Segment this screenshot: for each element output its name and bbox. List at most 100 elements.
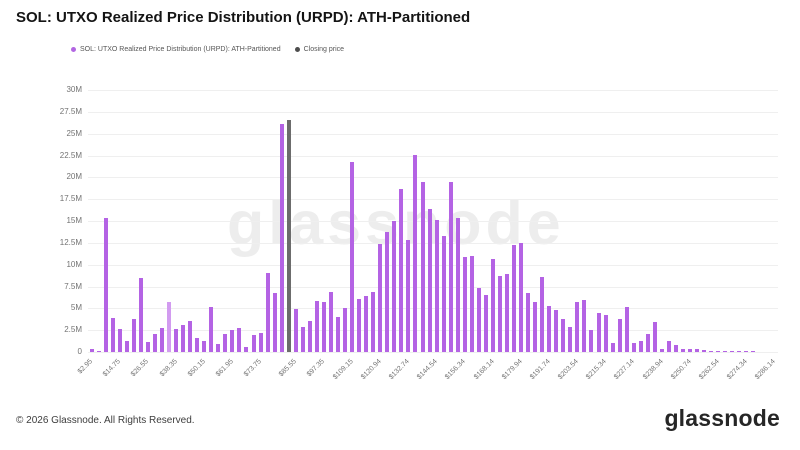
urpd-bar[interactable] — [427, 209, 432, 352]
urpd-bar[interactable] — [476, 288, 481, 352]
urpd-bar[interactable] — [434, 220, 439, 352]
urpd-bar[interactable] — [666, 341, 671, 352]
closing-price-bar[interactable] — [286, 120, 291, 352]
urpd-bar[interactable] — [371, 292, 376, 352]
urpd-bar[interactable] — [631, 343, 636, 352]
urpd-bar[interactable] — [681, 349, 686, 352]
urpd-bar[interactable] — [314, 301, 319, 352]
urpd-bar[interactable] — [519, 243, 524, 352]
urpd-bar[interactable] — [230, 330, 235, 352]
urpd-bar[interactable] — [695, 349, 700, 352]
urpd-bar[interactable] — [582, 300, 587, 352]
urpd-bar[interactable] — [413, 155, 418, 352]
y-axis-tick-label: 12.5M — [59, 237, 82, 247]
urpd-bar[interactable] — [272, 293, 277, 352]
urpd-bar[interactable] — [723, 351, 728, 352]
urpd-bar[interactable] — [533, 302, 538, 352]
urpd-bar[interactable] — [357, 299, 362, 352]
urpd-bar[interactable] — [202, 341, 207, 352]
urpd-bar[interactable] — [469, 256, 474, 352]
urpd-bar[interactable] — [673, 345, 678, 352]
urpd-bar[interactable] — [279, 124, 284, 352]
urpd-bar[interactable] — [385, 232, 390, 352]
urpd-bar[interactable] — [744, 351, 749, 352]
urpd-bar[interactable] — [659, 349, 664, 352]
urpd-bar[interactable] — [448, 182, 453, 352]
y-axis-tick-label: 25M — [66, 128, 82, 138]
urpd-bar[interactable] — [561, 319, 566, 352]
urpd-bar[interactable] — [709, 351, 714, 352]
urpd-bar[interactable] — [343, 308, 348, 352]
urpd-bar[interactable] — [188, 321, 193, 352]
urpd-bar[interactable] — [737, 351, 742, 352]
urpd-bar[interactable] — [554, 310, 559, 352]
urpd-bar[interactable] — [702, 350, 707, 352]
urpd-bar[interactable] — [441, 236, 446, 352]
urpd-bar[interactable] — [568, 327, 573, 352]
urpd-bar[interactable] — [293, 309, 298, 352]
urpd-bar[interactable] — [645, 334, 650, 352]
urpd-bar[interactable] — [490, 259, 495, 352]
urpd-bar[interactable] — [251, 335, 256, 352]
urpd-bar[interactable] — [406, 240, 411, 352]
urpd-bar[interactable] — [265, 273, 270, 352]
urpd-bar[interactable] — [152, 334, 157, 352]
urpd-bar[interactable] — [652, 322, 657, 352]
urpd-bar[interactable] — [145, 342, 150, 352]
urpd-bar[interactable] — [462, 257, 467, 352]
urpd-bar[interactable] — [483, 295, 488, 352]
urpd-bar[interactable] — [378, 244, 383, 352]
urpd-bar[interactable] — [300, 327, 305, 352]
urpd-bar[interactable] — [505, 274, 509, 352]
urpd-bar[interactable] — [716, 351, 721, 352]
urpd-bar[interactable] — [124, 341, 129, 352]
urpd-bar[interactable] — [392, 221, 397, 352]
urpd-bar[interactable] — [603, 315, 608, 352]
urpd-bar[interactable] — [751, 351, 756, 352]
urpd-bar[interactable] — [174, 329, 179, 352]
urpd-bar[interactable] — [195, 338, 200, 352]
urpd-bar[interactable] — [223, 334, 228, 352]
urpd-bar[interactable] — [540, 277, 545, 352]
urpd-bar[interactable] — [237, 328, 242, 352]
urpd-bar[interactable] — [624, 307, 629, 352]
urpd-bar[interactable] — [688, 349, 693, 352]
urpd-bar[interactable] — [117, 329, 122, 352]
urpd-bar[interactable] — [89, 349, 94, 352]
urpd-bar[interactable] — [321, 302, 326, 352]
urpd-bar[interactable] — [547, 306, 552, 352]
urpd-bar[interactable] — [589, 330, 594, 352]
urpd-bar[interactable] — [526, 293, 531, 352]
urpd-bar[interactable] — [617, 319, 622, 352]
urpd-bar[interactable] — [420, 182, 425, 352]
urpd-bar[interactable] — [610, 343, 615, 352]
urpd-bar[interactable] — [307, 321, 312, 352]
urpd-bar[interactable] — [96, 351, 101, 352]
urpd-bar[interactable] — [730, 351, 735, 352]
legend-item-closing-price[interactable]: Closing price — [294, 46, 344, 53]
urpd-bar[interactable] — [103, 218, 108, 352]
urpd-bar[interactable] — [596, 313, 601, 352]
urpd-bar[interactable] — [138, 278, 143, 352]
urpd-bar[interactable] — [258, 333, 263, 352]
urpd-bar[interactable] — [160, 328, 164, 352]
urpd-bar[interactable] — [497, 276, 502, 352]
urpd-bar[interactable] — [181, 325, 186, 352]
urpd-bar[interactable] — [328, 292, 333, 352]
urpd-bar[interactable] — [167, 302, 172, 352]
urpd-bar[interactable] — [364, 296, 369, 352]
urpd-bar[interactable] — [216, 344, 221, 352]
urpd-bar[interactable] — [131, 319, 136, 352]
urpd-bar[interactable] — [350, 162, 355, 352]
urpd-bar[interactable] — [110, 318, 115, 352]
urpd-bar[interactable] — [209, 307, 214, 352]
urpd-bar[interactable] — [512, 245, 517, 352]
urpd-bar[interactable] — [638, 341, 643, 352]
urpd-bar[interactable] — [455, 218, 460, 352]
urpd-bar[interactable] — [575, 302, 580, 352]
urpd-bar-chart: glassnode 02.5M5M7.5M10M12.5M15M17.5M20M… — [0, 85, 800, 400]
urpd-bar[interactable] — [336, 317, 341, 352]
urpd-bar[interactable] — [399, 189, 404, 352]
legend-item-urpd[interactable]: SOL: UTXO Realized Price Distribution (U… — [71, 46, 281, 53]
urpd-bar[interactable] — [244, 347, 249, 352]
